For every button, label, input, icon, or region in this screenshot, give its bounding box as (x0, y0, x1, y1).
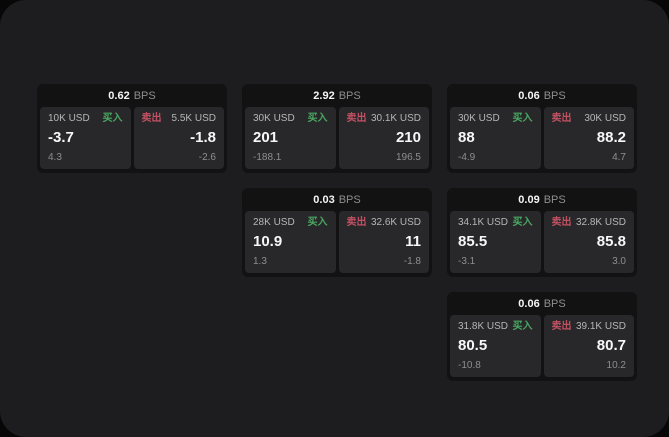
buy-delta: 1.3 (253, 256, 267, 267)
sell-tag: 卖出 (346, 113, 367, 124)
buy-amount: 28K USD (253, 217, 295, 228)
sell-panel[interactable]: 卖出 32.8K USD 85.8 3.0 (543, 211, 634, 273)
buy-amount: 34.1K USD (458, 217, 509, 228)
card-header: 0.62 BPS (37, 84, 227, 107)
buy-price: 201 (253, 129, 279, 146)
quote-card: 0.06 BPS 30K USD 买入 88 -4.9 卖出 30K USD (447, 84, 637, 173)
buy-delta: -188.1 (253, 152, 282, 163)
panels-row: 30K USD 买入 88 -4.9 卖出 30K USD 88.2 4.7 (450, 107, 634, 169)
sell-amount: 32.6K USD (370, 217, 421, 228)
sell-delta: 10.2 (606, 360, 626, 371)
sell-amount: 32.8K USD (575, 217, 626, 228)
buy-tag: 买入 (307, 217, 328, 228)
sell-delta: 3.0 (612, 256, 626, 267)
buy-panel[interactable]: 30K USD 买入 201 -188.1 (245, 107, 336, 169)
sell-tag: 卖出 (551, 321, 572, 332)
panels-row: 34.1K USD 买入 85.5 -3.1 卖出 32.8K USD 85.8… (450, 211, 634, 273)
buy-amount: 30K USD (253, 113, 295, 124)
sell-delta: -2.6 (198, 152, 216, 163)
bps-unit: BPS (338, 193, 361, 206)
card-header: 0.09 BPS (447, 188, 637, 211)
buy-panel[interactable]: 30K USD 买入 88 -4.9 (450, 107, 541, 169)
sell-tag: 卖出 (346, 217, 367, 228)
sell-delta: -1.8 (403, 256, 421, 267)
quote-card: 0.03 BPS 28K USD 买入 10.9 1.3 卖出 32.6K US… (242, 188, 432, 277)
buy-amount: 10K USD (48, 113, 90, 124)
bps-unit: BPS (543, 297, 566, 310)
sell-amount: 30.1K USD (370, 113, 421, 124)
buy-tag: 买入 (102, 113, 123, 124)
sell-amount: 30K USD (584, 113, 626, 124)
sell-panel[interactable]: 卖出 39.1K USD 80.7 10.2 (543, 315, 634, 377)
sell-tag: 卖出 (141, 113, 162, 124)
sell-tag: 卖出 (551, 217, 572, 228)
sell-price: 210 (395, 129, 421, 146)
card-header: 2.92 BPS (242, 84, 432, 107)
panels-row: 28K USD 买入 10.9 1.3 卖出 32.6K USD 11 -1.8 (245, 211, 429, 273)
sell-tag: 卖出 (551, 113, 572, 124)
bps-value: 0.03 (313, 193, 335, 206)
buy-price: 80.5 (458, 337, 488, 354)
bps-unit: BPS (543, 89, 566, 102)
sell-panel[interactable]: 卖出 32.6K USD 11 -1.8 (338, 211, 429, 273)
quote-card: 0.06 BPS 31.8K USD 买入 80.5 -10.8 卖出 39.1… (447, 292, 637, 381)
buy-price: 85.5 (458, 233, 488, 250)
bps-unit: BPS (338, 89, 361, 102)
buy-price: 88 (458, 129, 475, 146)
sell-price: 88.2 (596, 129, 626, 146)
buy-amount: 30K USD (458, 113, 500, 124)
bps-value: 0.06 (518, 297, 540, 310)
sell-delta: 4.7 (612, 152, 626, 163)
buy-delta: -10.8 (458, 360, 481, 371)
sell-amount: 5.5K USD (171, 113, 216, 124)
sell-price: 80.7 (596, 337, 626, 354)
sell-price: -1.8 (190, 129, 216, 146)
sell-price: 11 (405, 233, 421, 250)
bps-value: 0.62 (108, 89, 130, 102)
bps-value: 0.06 (518, 89, 540, 102)
sell-amount: 39.1K USD (575, 321, 626, 332)
buy-amount: 31.8K USD (458, 321, 509, 332)
buy-delta: -4.9 (458, 152, 476, 163)
panels-row: 30K USD 买入 201 -188.1 卖出 30.1K USD 210 1… (245, 107, 429, 169)
sell-panel[interactable]: 卖出 30K USD 88.2 4.7 (543, 107, 634, 169)
bps-unit: BPS (543, 193, 566, 206)
buy-delta: 4.3 (48, 152, 62, 163)
sell-panel[interactable]: 卖出 30.1K USD 210 196.5 (338, 107, 429, 169)
quote-card: 0.62 BPS 10K USD 买入 -3.7 4.3 卖出 5.5K USD (37, 84, 227, 173)
buy-panel[interactable]: 28K USD 买入 10.9 1.3 (245, 211, 336, 273)
buy-price: -3.7 (48, 129, 74, 146)
buy-panel[interactable]: 31.8K USD 买入 80.5 -10.8 (450, 315, 541, 377)
bps-unit: BPS (133, 89, 156, 102)
bps-value: 2.92 (313, 89, 335, 102)
buy-tag: 买入 (307, 113, 328, 124)
sell-delta: 196.5 (395, 152, 421, 163)
buy-tag: 买入 (512, 321, 533, 332)
quote-card: 0.09 BPS 34.1K USD 买入 85.5 -3.1 卖出 32.8K… (447, 188, 637, 277)
card-header: 0.06 BPS (447, 84, 637, 107)
sell-panel[interactable]: 卖出 5.5K USD -1.8 -2.6 (133, 107, 224, 169)
sell-price: 85.8 (596, 233, 626, 250)
buy-panel[interactable]: 34.1K USD 买入 85.5 -3.1 (450, 211, 541, 273)
quote-card-grid: 0.62 BPS 10K USD 买入 -3.7 4.3 卖出 5.5K USD (37, 84, 637, 381)
card-header: 0.03 BPS (242, 188, 432, 211)
buy-price: 10.9 (253, 233, 283, 250)
bps-value: 0.09 (518, 193, 540, 206)
buy-tag: 买入 (512, 217, 533, 228)
buy-delta: -3.1 (458, 256, 476, 267)
buy-panel[interactable]: 10K USD 买入 -3.7 4.3 (40, 107, 131, 169)
panels-row: 31.8K USD 买入 80.5 -10.8 卖出 39.1K USD 80.… (450, 315, 634, 377)
card-header: 0.06 BPS (447, 292, 637, 315)
quote-card: 2.92 BPS 30K USD 买入 201 -188.1 卖出 30.1K … (242, 84, 432, 173)
buy-tag: 买入 (512, 113, 533, 124)
panels-row: 10K USD 买入 -3.7 4.3 卖出 5.5K USD -1.8 -2.… (40, 107, 224, 169)
